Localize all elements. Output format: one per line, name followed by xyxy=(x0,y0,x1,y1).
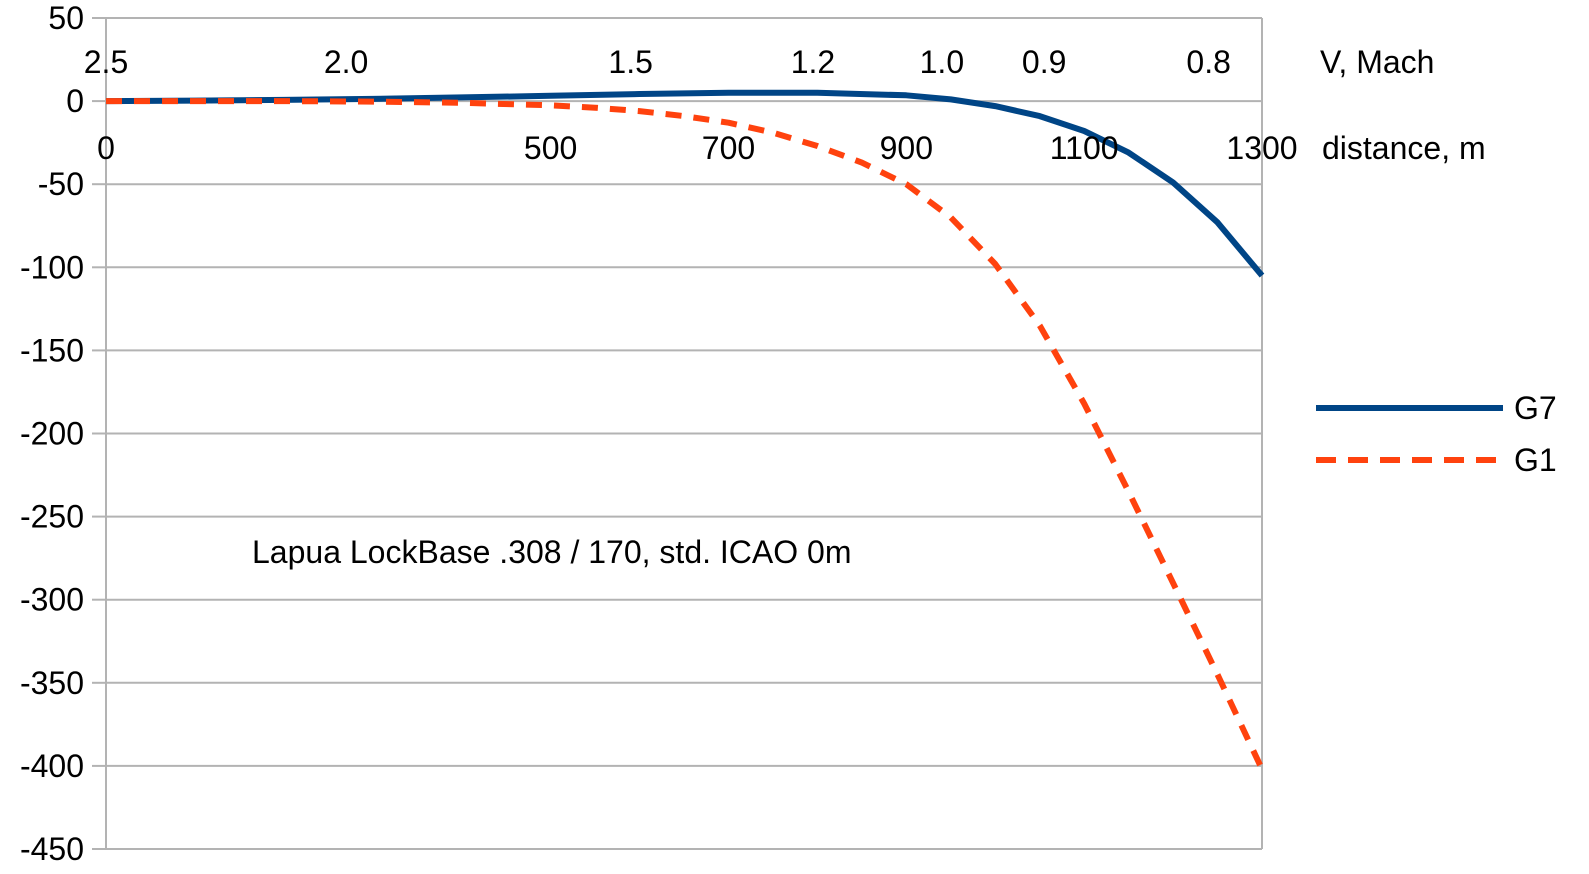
distance-tick-label: 900 xyxy=(880,130,933,166)
y-tick-label: -400 xyxy=(20,748,84,784)
mach-tick-label: 1.5 xyxy=(608,44,652,80)
mach-tick-label: 2.0 xyxy=(324,44,368,80)
mach-tick-label: 0.8 xyxy=(1186,44,1230,80)
y-tick-label: -150 xyxy=(20,332,84,368)
axis-layer xyxy=(92,17,1263,850)
chart-annotation: Lapua LockBase .308 / 170, std. ICAO 0m xyxy=(252,534,851,570)
y-tick-label: -100 xyxy=(20,249,84,285)
y-tick-label: -450 xyxy=(20,831,84,867)
series-line-g1 xyxy=(106,98,1265,771)
y-tick-label: -50 xyxy=(38,166,84,202)
y-tick-label: -200 xyxy=(20,416,84,452)
legend-label-g1: G1 xyxy=(1514,442,1557,478)
series-line-g7 xyxy=(105,89,1265,278)
distance-tick-label: 700 xyxy=(702,130,755,166)
legend-label-g7: G7 xyxy=(1514,390,1557,426)
mach-tick-label: 1.0 xyxy=(920,44,964,80)
mach-tick-label: 0.9 xyxy=(1022,44,1066,80)
mach-axis-label: V, Mach xyxy=(1320,44,1434,80)
distance-tick-label: 0 xyxy=(97,130,115,166)
y-tick-label: -300 xyxy=(20,582,84,618)
y-tick-label: 50 xyxy=(48,0,84,36)
mach-tick-label: 2.5 xyxy=(84,44,128,80)
y-tick-label: -350 xyxy=(20,665,84,701)
distance-tick-label: 500 xyxy=(524,130,577,166)
distance-tick-label: 1100 xyxy=(1050,130,1119,166)
y-tick-label: -250 xyxy=(20,499,84,535)
distance-axis-label: distance, m xyxy=(1322,130,1486,166)
mach-tick-label: 1.2 xyxy=(791,44,835,80)
distance-tick-label: 1300 xyxy=(1226,130,1297,166)
y-tick-label: 0 xyxy=(66,83,84,119)
series-layer xyxy=(105,89,1265,771)
